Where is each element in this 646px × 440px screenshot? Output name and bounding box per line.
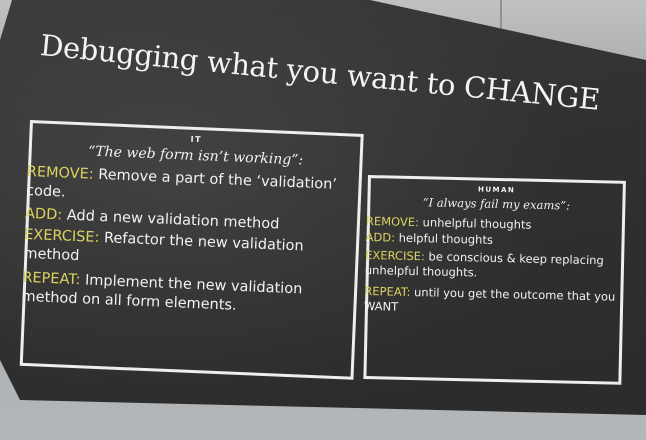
remove-text: unhelpful thoughts — [418, 215, 532, 232]
it-repeat-item: REPEAT: Implement the new validation met… — [21, 269, 303, 319]
remove-text-cont: code. — [25, 182, 66, 201]
exercise-keyword: EXERCISE: — [23, 226, 100, 247]
human-repeat-item: REPEAT: until you get the outcome that y… — [364, 284, 616, 320]
exercise-keyword: EXERCISE: — [365, 247, 426, 264]
human-add-item: ADD: helpful thoughts — [365, 230, 493, 248]
human-panel-quote: “I always fail my exams”: — [422, 195, 571, 213]
exercise-text-cont: unhelpful thoughts. — [364, 262, 478, 280]
repeat-text-cont: WANT — [363, 298, 399, 314]
remove-keyword: REMOVE: — [365, 213, 420, 230]
human-panel: HUMAN “I always fail my exams”: REMOVE: … — [363, 175, 626, 385]
repeat-text: until you get the outcome that you — [410, 284, 616, 304]
repeat-keyword: REPEAT: — [364, 283, 411, 299]
add-keyword: ADD: — [24, 205, 63, 224]
remove-keyword: REMOVE: — [26, 163, 94, 183]
add-text: helpful thoughts — [394, 230, 494, 247]
add-keyword: ADD: — [365, 229, 396, 245]
human-exercise-item: EXERCISE: be conscious & keep replacing … — [365, 248, 604, 283]
repeat-keyword: REPEAT: — [22, 269, 81, 289]
exercise-text-cont: method — [23, 245, 80, 265]
remove-text: Remove a part of the ‘validation’ — [93, 166, 338, 193]
it-panel: IT “The web form isn’t working”: REMOVE:… — [19, 120, 364, 380]
